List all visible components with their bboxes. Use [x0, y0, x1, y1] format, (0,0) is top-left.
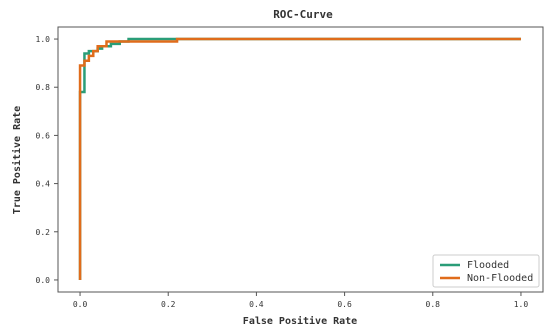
x-tick-label: 0.2: [161, 300, 176, 309]
x-tick-label: 0.0: [73, 300, 88, 309]
x-tick-label: 1.0: [514, 300, 529, 309]
y-axis: 0.0 0.2 0.4 0.6 0.8 1.0: [36, 35, 58, 285]
series-line-flooded: [78, 37, 521, 280]
x-axis: 0.0 0.2 0.4 0.6 0.8 1.0: [73, 292, 529, 309]
legend-label-non-flooded: Non-Flooded: [467, 273, 533, 284]
chart-title: ROC-Curve: [273, 8, 333, 21]
x-axis-label: False Positive Rate: [243, 315, 357, 327]
legend-label-flooded: Flooded: [467, 260, 509, 271]
series-line-non-flooded: [78, 37, 521, 280]
y-tick-label: 1.0: [36, 35, 51, 44]
x-tick-label: 0.4: [249, 300, 264, 309]
x-tick-label: 0.8: [426, 300, 441, 309]
legend: Flooded Non-Flooded: [432, 254, 540, 288]
y-tick-label: 0.6: [36, 131, 51, 140]
y-tick-label: 0.4: [36, 180, 51, 189]
plot-frame: [57, 26, 544, 293]
y-axis-label: True Positive Rate: [11, 106, 23, 214]
y-tick-label: 0.8: [36, 83, 51, 92]
x-tick-label: 0.6: [337, 300, 352, 309]
y-tick-label: 0.2: [36, 228, 51, 237]
series-lines: [78, 37, 521, 280]
y-tick-label: 0.0: [36, 276, 51, 285]
